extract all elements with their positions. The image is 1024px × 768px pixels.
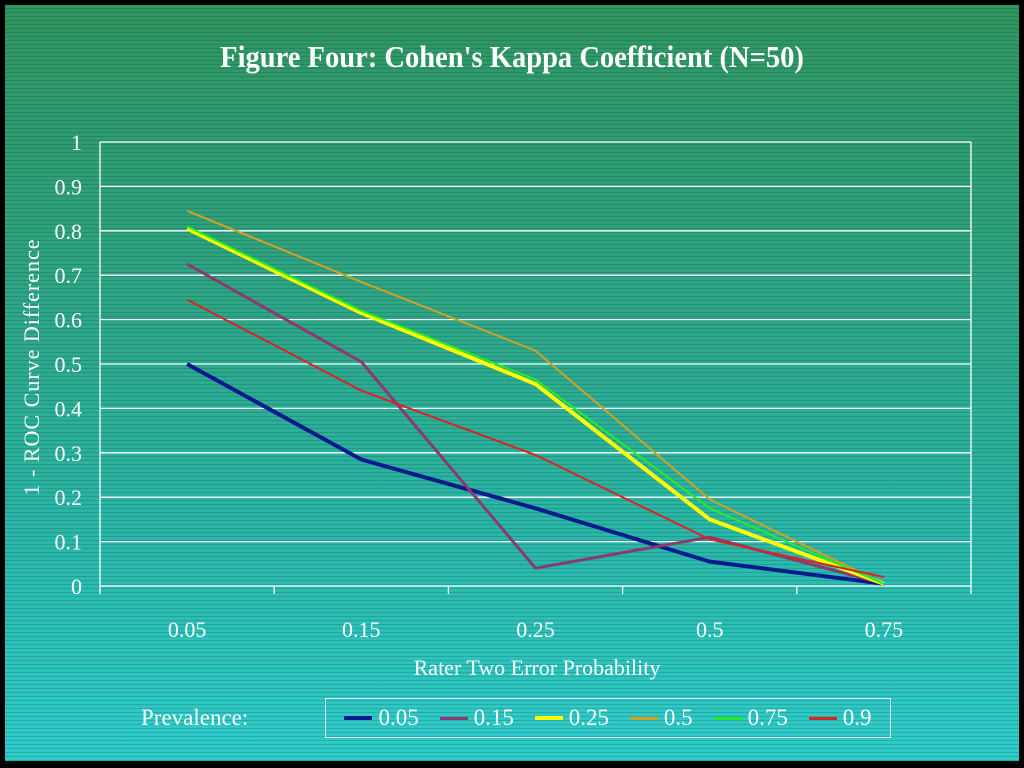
x-tick-label: 0.25 [516, 617, 555, 642]
legend-title: Prevalence: [141, 705, 249, 730]
x-tick-label: 0.15 [342, 617, 381, 642]
x-axis-tick-labels: 0.05 0.15 0.25 0.5 0.75 [168, 617, 903, 642]
gridlines [99, 141, 972, 594]
series-line-0_25 [186, 226, 885, 586]
y-axis-title: 1 - ROC Curve Difference [19, 239, 44, 496]
legend-item: 0.15 [439, 705, 514, 731]
y-tick-label: 0.1 [55, 530, 83, 555]
x-axis-title: Rater Two Error Probability [414, 655, 661, 680]
y-tick-label: 0.7 [55, 263, 83, 288]
legend-swatch [344, 716, 373, 720]
x-tick-label: 0.05 [168, 617, 207, 642]
y-tick-label: 0.2 [55, 485, 83, 510]
y-tick-label: 0.5 [55, 352, 83, 377]
y-tick-label: 0.8 [55, 219, 83, 244]
y-tick-label: 0.6 [55, 308, 83, 333]
legend-swatch [629, 716, 658, 720]
legend-label: 0.75 [747, 705, 788, 730]
legend-item: 0.25 [534, 705, 610, 731]
legend-label: 0.25 [568, 705, 610, 730]
y-tick-label: 0 [71, 574, 82, 599]
legend-item: 0.5 [629, 705, 693, 731]
data-series [186, 209, 885, 586]
series-line-0_15 [186, 262, 885, 586]
legend-label: 0.05 [378, 705, 419, 730]
slide-background: Figure Four: Cohen's Kappa Coefficient (… [5, 5, 1019, 761]
x-tick-label: 0.75 [865, 617, 904, 642]
y-tick-label: 1 [71, 130, 82, 155]
y-tick-label: 0.3 [55, 441, 83, 466]
legend-item: 0.75 [713, 705, 788, 731]
chart-title: Figure Four: Cohen's Kappa Coefficient (… [220, 39, 804, 74]
legend-swatch [713, 716, 742, 720]
legend-item: 0.9 [808, 705, 872, 731]
legend-label: 0.5 [663, 705, 693, 730]
legend-swatch [808, 716, 837, 720]
y-tick-label: 0.4 [55, 396, 83, 421]
series-line-0_5 [186, 209, 885, 585]
legend: 0.05 0.15 0.25 0.5 0.75 0.9 [325, 698, 891, 738]
legend-item: 0.05 [344, 705, 419, 731]
y-axis-tick-labels: 0 0.1 0.2 0.3 0.4 0.5 0.6 0.7 0.8 0.9 1 [55, 130, 83, 599]
series-line-0_75 [186, 225, 885, 585]
y-tick-label: 0.9 [55, 174, 83, 199]
x-tick-label: 0.5 [696, 617, 724, 642]
series-line-0_9 [186, 298, 885, 579]
legend-swatch [439, 716, 468, 720]
series-line-0_05 [186, 362, 885, 586]
line-chart: 00.10.20.30.40.50.60.70.80.91 0.05 0.15 0.… [19, 130, 972, 680]
legend-label: 0.15 [473, 705, 514, 730]
legend-label: 0.9 [842, 705, 872, 730]
legend-swatch [534, 716, 563, 720]
